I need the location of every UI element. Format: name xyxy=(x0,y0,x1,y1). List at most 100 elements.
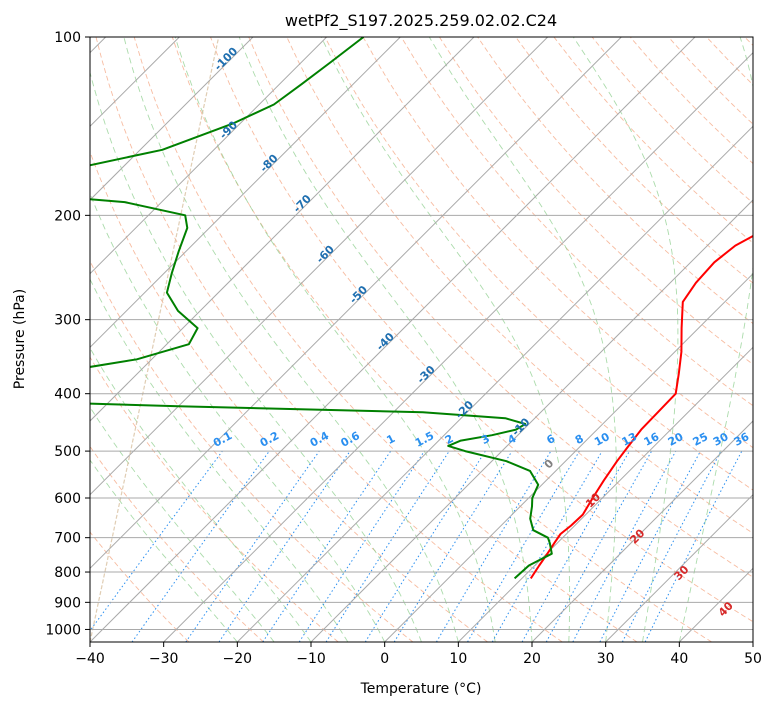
dry-adiabat xyxy=(90,445,264,642)
moist-adiabat xyxy=(90,406,275,642)
mixing-ratio-label: 0.4 xyxy=(308,429,332,450)
mixing-ratio-label: 30 xyxy=(711,430,731,449)
mixing-ratio-label: 0.2 xyxy=(258,429,281,450)
mixing-ratio-line xyxy=(621,450,722,642)
moist-adiabat-label: 30 xyxy=(672,563,692,583)
dry-adiabat xyxy=(90,150,488,642)
x-axis: −40 −30 −20 −10 0 10 20 30 40 50 xyxy=(75,642,762,667)
chart-title: wetPf2_S197.2025.259.02.02.C24 xyxy=(285,11,557,31)
isotherm xyxy=(90,37,475,422)
x-axis-label: Temperature (°C) xyxy=(360,681,482,697)
isotherm xyxy=(236,125,753,642)
isotherm-label: -60 xyxy=(314,242,337,265)
mixing-ratio-line xyxy=(393,450,513,642)
mixing-ratio-line xyxy=(298,450,425,642)
isotherm xyxy=(90,37,328,275)
moist-adiabat xyxy=(90,459,238,642)
mixing-ratio-line xyxy=(435,450,552,642)
dry-adiabat xyxy=(515,37,753,284)
dewpoint-line xyxy=(90,37,553,580)
y-tick-label: 800 xyxy=(54,565,81,581)
dry-adiabat xyxy=(553,37,753,244)
dry-adiabat xyxy=(95,37,563,642)
mixing-ratio-label: 1 xyxy=(384,432,397,447)
mixing-ratio-line xyxy=(599,450,701,642)
gridlines xyxy=(90,37,753,642)
mixing-ratio-label: 0.1 xyxy=(211,429,234,450)
plot-frame xyxy=(89,36,754,643)
moist-adiabat-label: 0 xyxy=(542,457,557,472)
dry-adiabat xyxy=(133,37,638,642)
dry-adiabat xyxy=(477,37,753,325)
mixing-ratio-line xyxy=(572,450,677,642)
isotherm-label: -40 xyxy=(374,330,397,353)
x-tick-label: −20 xyxy=(223,651,253,667)
isotherm xyxy=(90,37,254,201)
isotherm xyxy=(605,493,753,642)
mixing-ratio-label: 8 xyxy=(573,432,586,447)
mixing-ratio-line xyxy=(325,450,450,642)
mixing-ratio-line xyxy=(644,450,743,642)
y-tick-label: 700 xyxy=(54,531,81,547)
x-tick-label: 0 xyxy=(380,651,389,667)
dry-adiabat xyxy=(90,356,339,642)
x-tick-label: 10 xyxy=(449,651,467,667)
dry-adiabat xyxy=(248,37,753,578)
moist-adiabat xyxy=(90,278,349,642)
isotherm xyxy=(678,567,753,642)
isotherm xyxy=(457,346,753,642)
isotherm-label: -80 xyxy=(257,152,280,175)
mixing-ratio-label: 2 xyxy=(443,432,456,447)
moist-adiabat xyxy=(428,37,617,642)
mixing-ratio-label: 20 xyxy=(666,430,686,449)
x-tick-label: −30 xyxy=(149,651,179,667)
isotherm xyxy=(531,420,753,642)
mixing-ratio-line xyxy=(185,450,320,642)
y-tick-label: 200 xyxy=(54,208,81,224)
moist-adiabat xyxy=(174,37,496,642)
dry-adiabat xyxy=(668,37,753,125)
isotherm-label: -20 xyxy=(453,398,476,421)
mixing-ratio-label: 3 xyxy=(479,432,492,447)
reference-curve xyxy=(90,37,220,642)
y-tick-label: 600 xyxy=(54,491,81,507)
dry-adiabat xyxy=(324,37,753,491)
isotherm xyxy=(310,199,753,642)
isotherm-label: -50 xyxy=(347,283,370,306)
moist-adiabat xyxy=(90,347,312,642)
mixing-ratio-line xyxy=(90,450,223,632)
dry-adiabat xyxy=(706,37,753,86)
isotherm xyxy=(384,272,753,642)
moist-adiabat xyxy=(123,37,459,642)
line-labels: 0.1 0.2 0.4 0.6 1 1.5 2 3 4 6 8 10 13 16 20 25 30 3601020… xyxy=(211,44,752,619)
y-axis: 100 200 300 400 500 600 700 800 900 1000 xyxy=(45,30,90,638)
x-tick-label: 50 xyxy=(744,651,762,667)
isotherm xyxy=(90,37,696,642)
dry-adiabat xyxy=(210,37,753,623)
y-tick-label: 400 xyxy=(54,387,81,403)
isotherm-label: -30 xyxy=(414,363,437,386)
temperature-line xyxy=(529,234,753,579)
mixing-ratio-label: 13 xyxy=(620,430,640,449)
moist-adiabat xyxy=(678,37,753,642)
isotherm xyxy=(90,37,549,496)
dry-adiabat xyxy=(362,37,753,449)
isotherm xyxy=(163,51,753,642)
mixing-ratio-line xyxy=(521,450,630,642)
mixing-ratio-label: 16 xyxy=(642,430,662,449)
moist-adiabat xyxy=(320,37,571,642)
x-tick-label: 40 xyxy=(670,651,688,667)
mixing-ratio-label: 25 xyxy=(691,430,711,449)
dry-adiabat xyxy=(439,37,753,365)
dry-adiabat xyxy=(171,37,712,642)
y-tick-label: 100 xyxy=(54,30,81,46)
mixing-ratio-label: 36 xyxy=(732,430,752,449)
background-lines xyxy=(90,37,753,642)
mixing-ratio-line xyxy=(262,450,392,642)
moist-adiabat xyxy=(90,70,422,642)
moist-adiabat xyxy=(572,37,679,642)
y-tick-label: 1000 xyxy=(45,622,81,638)
moist-adiabat xyxy=(90,192,386,642)
dry-adiabat xyxy=(591,37,753,204)
